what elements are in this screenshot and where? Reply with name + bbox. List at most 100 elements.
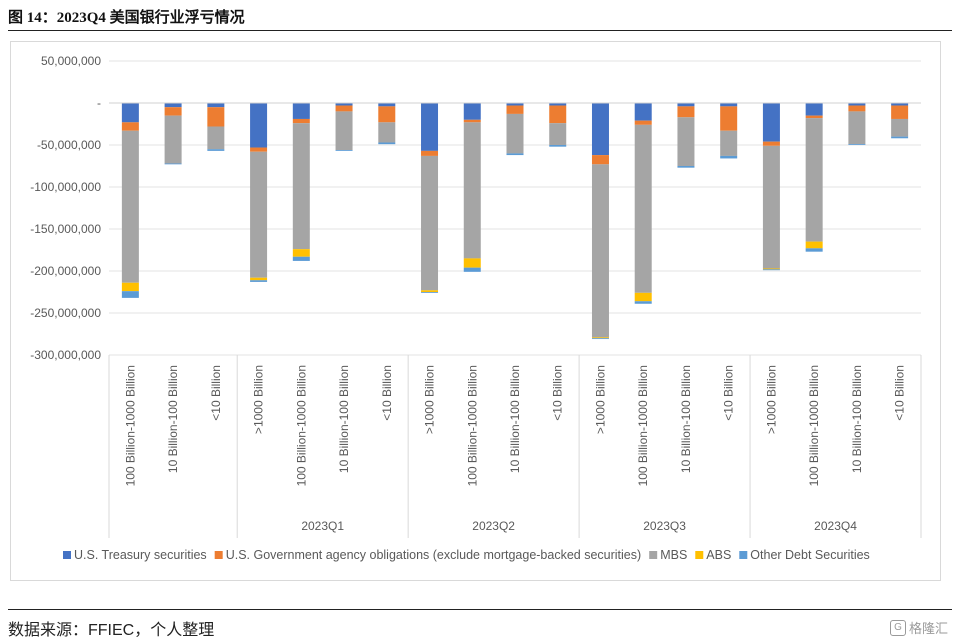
- x-tick-label: 10 Billion-100 Billion: [850, 365, 864, 473]
- bar-segment: [463, 119, 481, 123]
- bar-segment: [292, 249, 310, 257]
- group-label: 2023Q3: [643, 519, 686, 533]
- bar-segment: [121, 122, 139, 131]
- y-tick-label: -150,000,000: [30, 222, 101, 236]
- bar-segment: [677, 117, 695, 166]
- bar-segment: [549, 145, 567, 147]
- legend-label: U.S. Government agency obligations (excl…: [226, 548, 642, 562]
- bar-segment: [463, 103, 481, 120]
- bar-segment: [591, 164, 609, 338]
- bar-segment: [762, 103, 780, 142]
- bar-segment: [421, 103, 439, 151]
- legend-swatch: [63, 551, 71, 559]
- bar-segment: [121, 103, 139, 123]
- x-tick-label: <10 Billion: [380, 365, 394, 421]
- y-tick-label: -200,000,000: [30, 264, 101, 278]
- bar-segment: [762, 269, 780, 271]
- legend-swatch: [695, 551, 704, 559]
- bar-segment: [164, 115, 182, 164]
- x-tick-label: >1000 Billion: [764, 365, 778, 434]
- bar-segment: [292, 256, 310, 261]
- bar-segment: [805, 118, 823, 242]
- bar-segment: [634, 103, 652, 121]
- x-tick-label: 10 Billion-100 Billion: [508, 365, 522, 473]
- bar-segment: [250, 280, 268, 282]
- bar-segment: [378, 106, 396, 123]
- bar-segment: [335, 150, 353, 151]
- x-tick-label: 100 Billion-1000 Billion: [465, 365, 479, 486]
- bar-segment: [335, 111, 353, 151]
- watermark-text: 格隆汇: [908, 621, 948, 636]
- bar-segment: [591, 155, 609, 165]
- bar-segment: [506, 153, 524, 156]
- bar-segment: [549, 105, 567, 124]
- bar-segment: [207, 107, 225, 127]
- legend-label: Other Debt Securities: [750, 548, 870, 562]
- bar-segment: [292, 123, 310, 250]
- bar-segment: [549, 123, 567, 145]
- bar-segment: [421, 155, 439, 291]
- bar-segment: [762, 145, 780, 269]
- bar-segment: [848, 144, 866, 145]
- bar-segment: [378, 142, 396, 145]
- bar-segment: [164, 107, 182, 116]
- bar-segment: [164, 163, 182, 165]
- source-note: 数据来源：FFIEC，个人整理: [8, 622, 215, 639]
- bar-segment: [805, 248, 823, 252]
- bar-segment: [506, 105, 524, 114]
- bar-segment: [335, 103, 353, 106]
- bar-segment: [421, 290, 439, 292]
- group-label: 2023Q1: [301, 519, 344, 533]
- bar-segment: [720, 155, 738, 159]
- x-tick-label: <10 Billion: [893, 365, 907, 421]
- g-logo-icon: G: [889, 619, 906, 636]
- bar-segment: [720, 106, 738, 131]
- y-tick-label: -50,000,000: [37, 138, 101, 152]
- bar-segment: [720, 103, 738, 107]
- bar-segment: [720, 130, 738, 156]
- bar-segment: [250, 277, 268, 281]
- bar-segment: [207, 126, 225, 150]
- bar-segment: [250, 151, 268, 278]
- x-tick-label: 10 Billion-100 Billion: [166, 365, 180, 473]
- bar-segment: [378, 103, 396, 107]
- y-tick-label: 50,000,000: [41, 54, 101, 68]
- x-tick-label: >1000 Billion: [423, 365, 437, 434]
- bar-segment: [677, 166, 695, 168]
- bar-segment: [506, 103, 524, 106]
- bar-segment: [121, 291, 139, 298]
- bar-segment: [463, 122, 481, 259]
- legend-label: MBS: [660, 548, 687, 562]
- bar-segment: [421, 292, 439, 293]
- bar-segment: [463, 258, 481, 268]
- bar-segment: [121, 282, 139, 292]
- bottom-rule: [8, 609, 952, 610]
- bar-segment: [549, 103, 567, 106]
- bar-segment: [292, 118, 310, 124]
- watermark: G 格隆汇: [889, 618, 948, 637]
- bar-segment: [634, 292, 652, 302]
- legend-label: ABS: [706, 548, 731, 562]
- bar-segment: [591, 337, 609, 339]
- bar-segment: [891, 118, 909, 137]
- y-tick-label: -: [97, 96, 101, 110]
- bar-segment: [891, 105, 909, 119]
- bar-segment: [634, 301, 652, 304]
- legend-swatch: [649, 551, 658, 559]
- chart-frame: 50,000,000 - -50,000,000 -100,000,000 -150,0…: [10, 41, 941, 581]
- bar-segment: [164, 103, 182, 108]
- legend-label: U.S. Treasury securities: [74, 548, 207, 562]
- x-tick-label: <10 Billion: [722, 365, 736, 421]
- bar-segment: [805, 115, 823, 119]
- y-tick-label: -300,000,000: [30, 348, 101, 362]
- bar-segment: [848, 103, 866, 106]
- y-tick-label: -100,000,000: [30, 180, 101, 194]
- x-tick-label: <10 Billion: [551, 365, 565, 421]
- bar-segment: [805, 241, 823, 249]
- bar-segment: [634, 124, 652, 293]
- bar-segment: [378, 122, 396, 143]
- group-label: 2023Q2: [472, 519, 515, 533]
- bar-segment: [762, 141, 780, 146]
- bar-segment: [506, 113, 524, 154]
- group-label: 2023Q4: [814, 519, 857, 533]
